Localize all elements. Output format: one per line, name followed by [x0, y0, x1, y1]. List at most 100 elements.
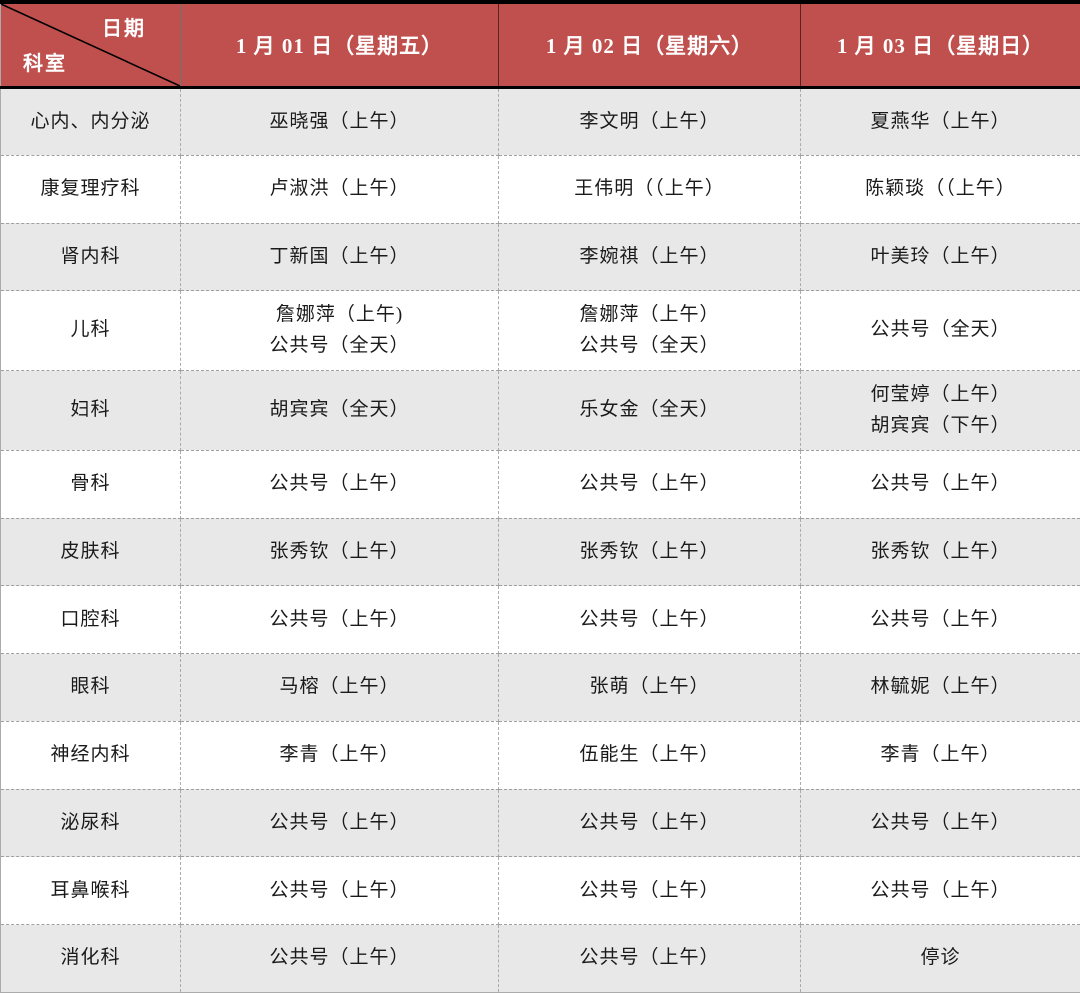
department-cell: 消化科 [0, 924, 181, 993]
department-cell: 康复理疗科 [0, 155, 181, 224]
schedule-cell-line: 公共号（全天） [269, 334, 410, 356]
schedule-cell-line: 詹娜萍（上午） [579, 304, 720, 326]
diagonal-divider-line [1, 4, 180, 86]
schedule-cell-line: 公共号（上午） [269, 811, 410, 833]
schedule-cell: 公共号（上午） [800, 450, 1080, 519]
table-header: 日期 科室 1 月 01 日（星期五） 1 月 02 日（星期六） 1 月 03… [0, 2, 1080, 89]
schedule-cell-line: 公共号（上午） [579, 608, 720, 630]
schedule-cell-line: 马榕（上午） [279, 676, 400, 698]
schedule-cell-line: 陈颖琰（（上午） [865, 177, 1016, 199]
schedule-cell: 李青（上午） [800, 721, 1080, 790]
schedule-cell-line: 李婉祺（上午） [579, 245, 720, 267]
schedule-cell-line: 公共号（上午） [870, 473, 1011, 495]
header-date-jan02: 1 月 02 日（星期六） [498, 2, 801, 89]
schedule-cell: 公共号（上午） [800, 856, 1080, 926]
schedule-cell-line: 胡宾宾（全天） [269, 399, 410, 421]
schedule-cell: 李青（上午） [180, 721, 499, 790]
schedule-cell-line: 公共号（全天） [579, 334, 720, 356]
schedule-cell-line: 公共号（上午） [870, 811, 1011, 833]
table-row: 妇科 胡宾宾（全天） 乐女金（全天） 何莹婷（上午） 胡宾宾（下午） [0, 370, 1080, 451]
table-row: 眼科 马榕（上午） 张萌（上午） 林毓妮（上午） [0, 653, 1080, 722]
schedule-cell: 李文明（上午） [498, 87, 801, 156]
schedule-cell-line: 公共号（上午） [269, 473, 410, 495]
table-row: 肾内科 丁新国（上午） 李婉祺（上午） 叶美玲（上午） [0, 223, 1080, 292]
schedule-cell: 公共号（上午） [498, 789, 801, 858]
header-row: 日期 科室 1 月 01 日（星期五） 1 月 02 日（星期六） 1 月 03… [0, 2, 1080, 89]
schedule-cell: 夏燕华（上午） [800, 87, 1080, 156]
table-body: 心内、内分泌 巫晓强（上午） 李文明（上午） 夏燕华（上午） 康复理疗科 卢淑洪（上午） 王… [0, 87, 1080, 993]
schedule-cell: 乐女金（全天） [498, 370, 801, 451]
schedule-cell-line: 李文明（上午） [579, 110, 720, 132]
schedule-cell: 公共号（上午） [800, 585, 1080, 655]
department-cell: 泌尿科 [0, 789, 181, 858]
schedule-cell: 公共号（上午） [498, 585, 801, 655]
schedule-cell-line: 胡宾宾（下午） [870, 414, 1011, 436]
schedule-cell: 巫晓强（上午） [180, 87, 499, 156]
schedule-cell: 公共号（上午） [180, 924, 499, 993]
department-cell: 妇科 [0, 370, 181, 451]
schedule-cell: 胡宾宾（全天） [180, 370, 499, 451]
header-date-jan03: 1 月 03 日（星期日） [800, 2, 1080, 89]
department-cell: 儿科 [0, 290, 181, 372]
schedule-cell: 停诊 [800, 924, 1080, 993]
schedule-cell-line: 张秀钦（上午） [870, 540, 1011, 562]
schedule-cell-line: 公共号（上午） [579, 811, 720, 833]
schedule-cell: 何莹婷（上午） 胡宾宾（下午） [800, 370, 1080, 451]
department-cell: 骨科 [0, 450, 181, 519]
schedule-cell: 卢淑洪（上午） [180, 155, 499, 224]
schedule-cell-line: 公共号（上午） [870, 879, 1011, 901]
schedule-cell-line: 李青（上午） [279, 744, 400, 766]
schedule-cell: 詹娜萍（上午) 公共号（全天） [180, 290, 499, 372]
schedule-cell-line: 叶美玲（上午） [870, 245, 1011, 267]
schedule-cell: 公共号（全天） [800, 290, 1080, 372]
department-cell: 神经内科 [0, 721, 181, 790]
schedule-cell: 公共号（上午） [800, 789, 1080, 858]
schedule-cell-line: 何莹婷（上午） [870, 384, 1011, 406]
schedule-cell-line: 巫晓强（上午） [269, 110, 410, 132]
schedule-cell-line: 张秀钦（上午） [579, 540, 720, 562]
schedule-cell: 张秀钦（上午） [498, 518, 801, 587]
schedule-cell: 丁新国（上午） [180, 223, 499, 292]
schedule-cell: 伍能生（上午） [498, 721, 801, 790]
corner-cell: 日期 科室 [0, 2, 181, 89]
table-row: 口腔科 公共号（上午） 公共号（上午） 公共号（上午） [0, 585, 1080, 655]
table-row: 儿科 詹娜萍（上午) 公共号（全天） 詹娜萍（上午） 公共号（全天） 公共号（全天） [0, 290, 1080, 372]
schedule-cell: 詹娜萍（上午） 公共号（全天） [498, 290, 801, 372]
schedule-cell-line: 公共号（上午） [269, 608, 410, 630]
department-cell: 口腔科 [0, 585, 181, 655]
schedule-cell-line: 乐女金（全天） [579, 399, 720, 421]
schedule-cell-line: 公共号（上午） [269, 879, 410, 901]
schedule-cell: 公共号（上午） [180, 450, 499, 519]
schedule-cell-line: 王伟明（（上午） [574, 177, 725, 199]
table-row: 耳鼻喉科 公共号（上午） 公共号（上午） 公共号（上午） [0, 856, 1080, 926]
corner-label-department: 科室 [23, 53, 67, 75]
table-row: 康复理疗科 卢淑洪（上午） 王伟明（（上午） 陈颖琰（（上午） [0, 155, 1080, 224]
schedule-cell: 马榕（上午） [180, 653, 499, 722]
schedule-cell: 陈颖琰（（上午） [800, 155, 1080, 224]
schedule-cell: 林毓妮（上午） [800, 653, 1080, 722]
department-cell: 耳鼻喉科 [0, 856, 181, 926]
corner-label-date: 日期 [102, 18, 146, 40]
schedule-cell-line: 夏燕华（上午） [870, 110, 1011, 132]
schedule-cell-line: 张萌（上午） [589, 676, 710, 698]
schedule-cell-line: 张秀钦（上午） [269, 540, 410, 562]
schedule-cell-line: 詹娜萍（上午) [275, 304, 404, 326]
schedule-cell: 王伟明（（上午） [498, 155, 801, 224]
schedule-cell-line: 卢淑洪（上午） [269, 177, 410, 199]
department-cell: 皮肤科 [0, 518, 181, 587]
schedule-cell-line: 公共号（上午） [579, 947, 720, 969]
schedule-cell-line: 丁新国（上午） [269, 245, 410, 267]
schedule-cell: 张秀钦（上午） [180, 518, 499, 587]
schedule-cell-line: 林毓妮（上午） [870, 676, 1011, 698]
schedule-cell-line: 伍能生（上午） [579, 744, 720, 766]
table-row: 泌尿科 公共号（上午） 公共号（上午） 公共号（上午） [0, 789, 1080, 858]
schedule-cell: 李婉祺（上午） [498, 223, 801, 292]
schedule-cell-line: 公共号（上午） [579, 473, 720, 495]
schedule-cell: 公共号（上午） [498, 450, 801, 519]
table-row: 骨科 公共号（上午） 公共号（上午） 公共号（上午） [0, 450, 1080, 519]
table-row: 心内、内分泌 巫晓强（上午） 李文明（上午） 夏燕华（上午） [0, 87, 1080, 156]
schedule-cell-line: 公共号（全天） [870, 319, 1011, 341]
schedule-cell: 公共号（上午） [498, 924, 801, 993]
